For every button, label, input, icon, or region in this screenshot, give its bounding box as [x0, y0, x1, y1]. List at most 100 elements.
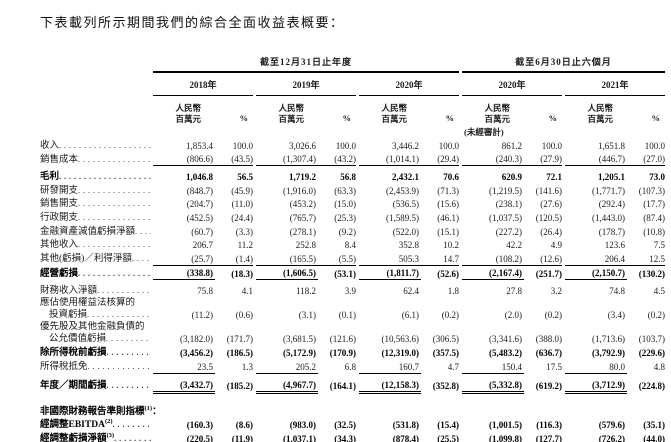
cell-value: (3.1): [298, 310, 316, 321]
dot-leader: [78, 154, 151, 166]
dot-leader: [78, 185, 151, 197]
cell-value: (5,332.8): [462, 373, 525, 394]
cell-value: 75.8: [197, 286, 213, 297]
table-row: 除所得稅前虧損 (3,456.2) (186.5) (5,172.9) (170.9) (…: [40, 345, 665, 359]
cell-value: 56.8: [340, 172, 356, 183]
year-header-2019: 2019年: [256, 72, 356, 96]
cell-value: (2,453.9): [386, 185, 419, 196]
row-label: 所得稅抵免: [40, 359, 153, 373]
cell-value: (3.4): [607, 310, 626, 321]
cell-value: 3,026.6: [289, 140, 316, 151]
cell-value: (726.2): [598, 433, 626, 442]
cell-value: 70.6: [443, 172, 460, 183]
cell-value: (806.6): [153, 151, 215, 167]
row-label: 非國際財務報告準則指標(1)：: [40, 404, 162, 417]
cell-value: (536.5): [392, 199, 419, 210]
cell-value: 3.2: [550, 286, 563, 297]
cell-value: 56.5: [237, 172, 253, 183]
table-row: 財務收入淨額 75.8 4.1 118.2 3.9 62.4 1.8 27.8 3.2 74.8 4…: [40, 280, 665, 298]
dot-leader: [106, 333, 151, 345]
cell-value: 1,651.8: [598, 140, 626, 151]
cell-value: 1,205.1: [598, 172, 626, 183]
cell-value: (0.2): [647, 310, 666, 321]
cell-value: (12,319.0): [381, 347, 420, 358]
cell-value: (1,037.1): [283, 433, 316, 442]
cell-value: 100.0: [335, 140, 356, 151]
cell-value: (579.6): [598, 420, 626, 431]
cell-value: (278.1): [289, 226, 316, 237]
cell-value: (1.4): [215, 251, 253, 266]
cell-value: (44.0): [643, 433, 666, 442]
cell-value: 1,046.8: [186, 172, 213, 183]
cell-value: (292.4): [598, 199, 626, 210]
unit-money-2: 人民幣 百萬元: [278, 103, 304, 124]
cell-value: (15.0): [334, 199, 356, 210]
cell-value: (983.0): [289, 420, 316, 431]
cell-value: (452.5): [186, 212, 213, 223]
table-row: 銷售成本(806.6)(43.5)(1,307.4)(43.2)(1,014.1…: [40, 151, 666, 167]
table-row: 經調整EBITDA(2) (160.3) (8.6) (983.0) (32.5) (53…: [40, 418, 665, 432]
cell-value: (52.6): [437, 268, 460, 279]
cell-value: (15.4): [437, 420, 460, 431]
cell-value: (164.1): [329, 381, 356, 392]
cell-value: (27.9): [524, 151, 563, 167]
cell-value: (229.6): [638, 347, 666, 358]
cell-value: 100.0: [438, 140, 460, 151]
cell-value: (11.9): [231, 433, 253, 442]
cell-value: (619.2): [535, 381, 563, 392]
unaudited-row: (未經審計): [40, 125, 665, 138]
cell-value: (2,167.4): [462, 265, 525, 281]
dot-leader: [132, 253, 151, 265]
cell-value: (3,341.6): [489, 334, 523, 345]
row-label: 銷售開支: [40, 197, 153, 211]
cell-value: 4.7: [447, 362, 460, 373]
cell-value: 620.9: [501, 172, 523, 183]
table-row: 收入 1,853.4 100.0 3,026.6 100.0 3,446.2 100.0 86…: [40, 138, 665, 152]
cell-value: (0.2): [441, 310, 460, 321]
cell-value: (170.9): [329, 347, 356, 358]
cell-value: 27.8: [506, 286, 523, 297]
period-header-annual: 截至12月31日止年度: [153, 52, 460, 73]
row-label: 年度／期間虧損: [40, 373, 153, 392]
cell-value: (0.2): [544, 310, 563, 321]
cell-value: (53.1): [334, 268, 356, 279]
cell-value: 73.0: [649, 172, 666, 183]
cell-value: (11.0): [231, 199, 253, 210]
table-row: 研發開支 (848.7) (45.9) (1,916.0) (63.3) (2,453.9…: [40, 183, 665, 197]
cell-value: 1.8: [447, 286, 460, 297]
cell-value: (2.0): [504, 310, 523, 321]
dot-leader: [97, 285, 151, 297]
cell-value: (531.8): [392, 420, 419, 431]
unit-header-row: 人民幣 百萬元 % 人民幣 百萬元 % 人民幣 百萬元 % 人民幣 百萬元 % 人民幣百…: [40, 96, 665, 126]
dot-leader: [135, 226, 151, 238]
table-header: 截至12月31日止年度 截至6月30日止六個月 2018年 2019年 2020…: [40, 52, 666, 138]
cell-value: 8.4: [344, 240, 356, 251]
cell-value: 100.0: [232, 140, 253, 151]
row-label: 其他(虧損)／利得淨額: [40, 251, 153, 265]
table-row: 金融資產減值虧損淨額 (60.7) (3.3) (278.1) (9.2) (522.0)…: [40, 224, 665, 238]
cell-value: (357.5): [432, 347, 460, 358]
cell-value: (17.7): [643, 199, 666, 210]
cell-value: (224.8): [638, 381, 666, 392]
year-header-row: 2018年 2019年 2020年 2020年 2021年: [40, 72, 666, 96]
cell-value: (3,681.5): [283, 334, 316, 345]
table-row: 銷售開支 (204.7) (11.0) (453.2) (15.0) (536.5) (15…: [40, 197, 665, 211]
cell-value: (1,589.5): [386, 212, 419, 223]
cell-value: (15.6): [437, 199, 460, 210]
cell-value: (9.2): [338, 226, 356, 237]
cell-value: (388.0): [535, 334, 563, 345]
cell-value: (3,792.9): [592, 347, 626, 358]
cell-value: (1,219.5): [489, 185, 523, 196]
table-body: 收入 1,853.4 100.0 3,026.6 100.0 3,446.2 100.0 86…: [40, 138, 666, 442]
cell-value: (185.2): [226, 381, 253, 392]
cell-value: (130.2): [638, 268, 666, 279]
cell-value: (1,307.4): [256, 151, 318, 167]
cell-value: 17.5: [546, 362, 563, 373]
cell-value: (1,099.8): [489, 433, 523, 442]
table-row: 年度／期間虧損(3,432.7)(185.2)(4,967.7)(164.1)(…: [40, 373, 666, 394]
cell-value: (204.7): [186, 199, 213, 210]
dot-leader: [87, 309, 151, 321]
unit-pct-1: %: [239, 113, 249, 123]
row-label: 毛利: [40, 166, 153, 184]
